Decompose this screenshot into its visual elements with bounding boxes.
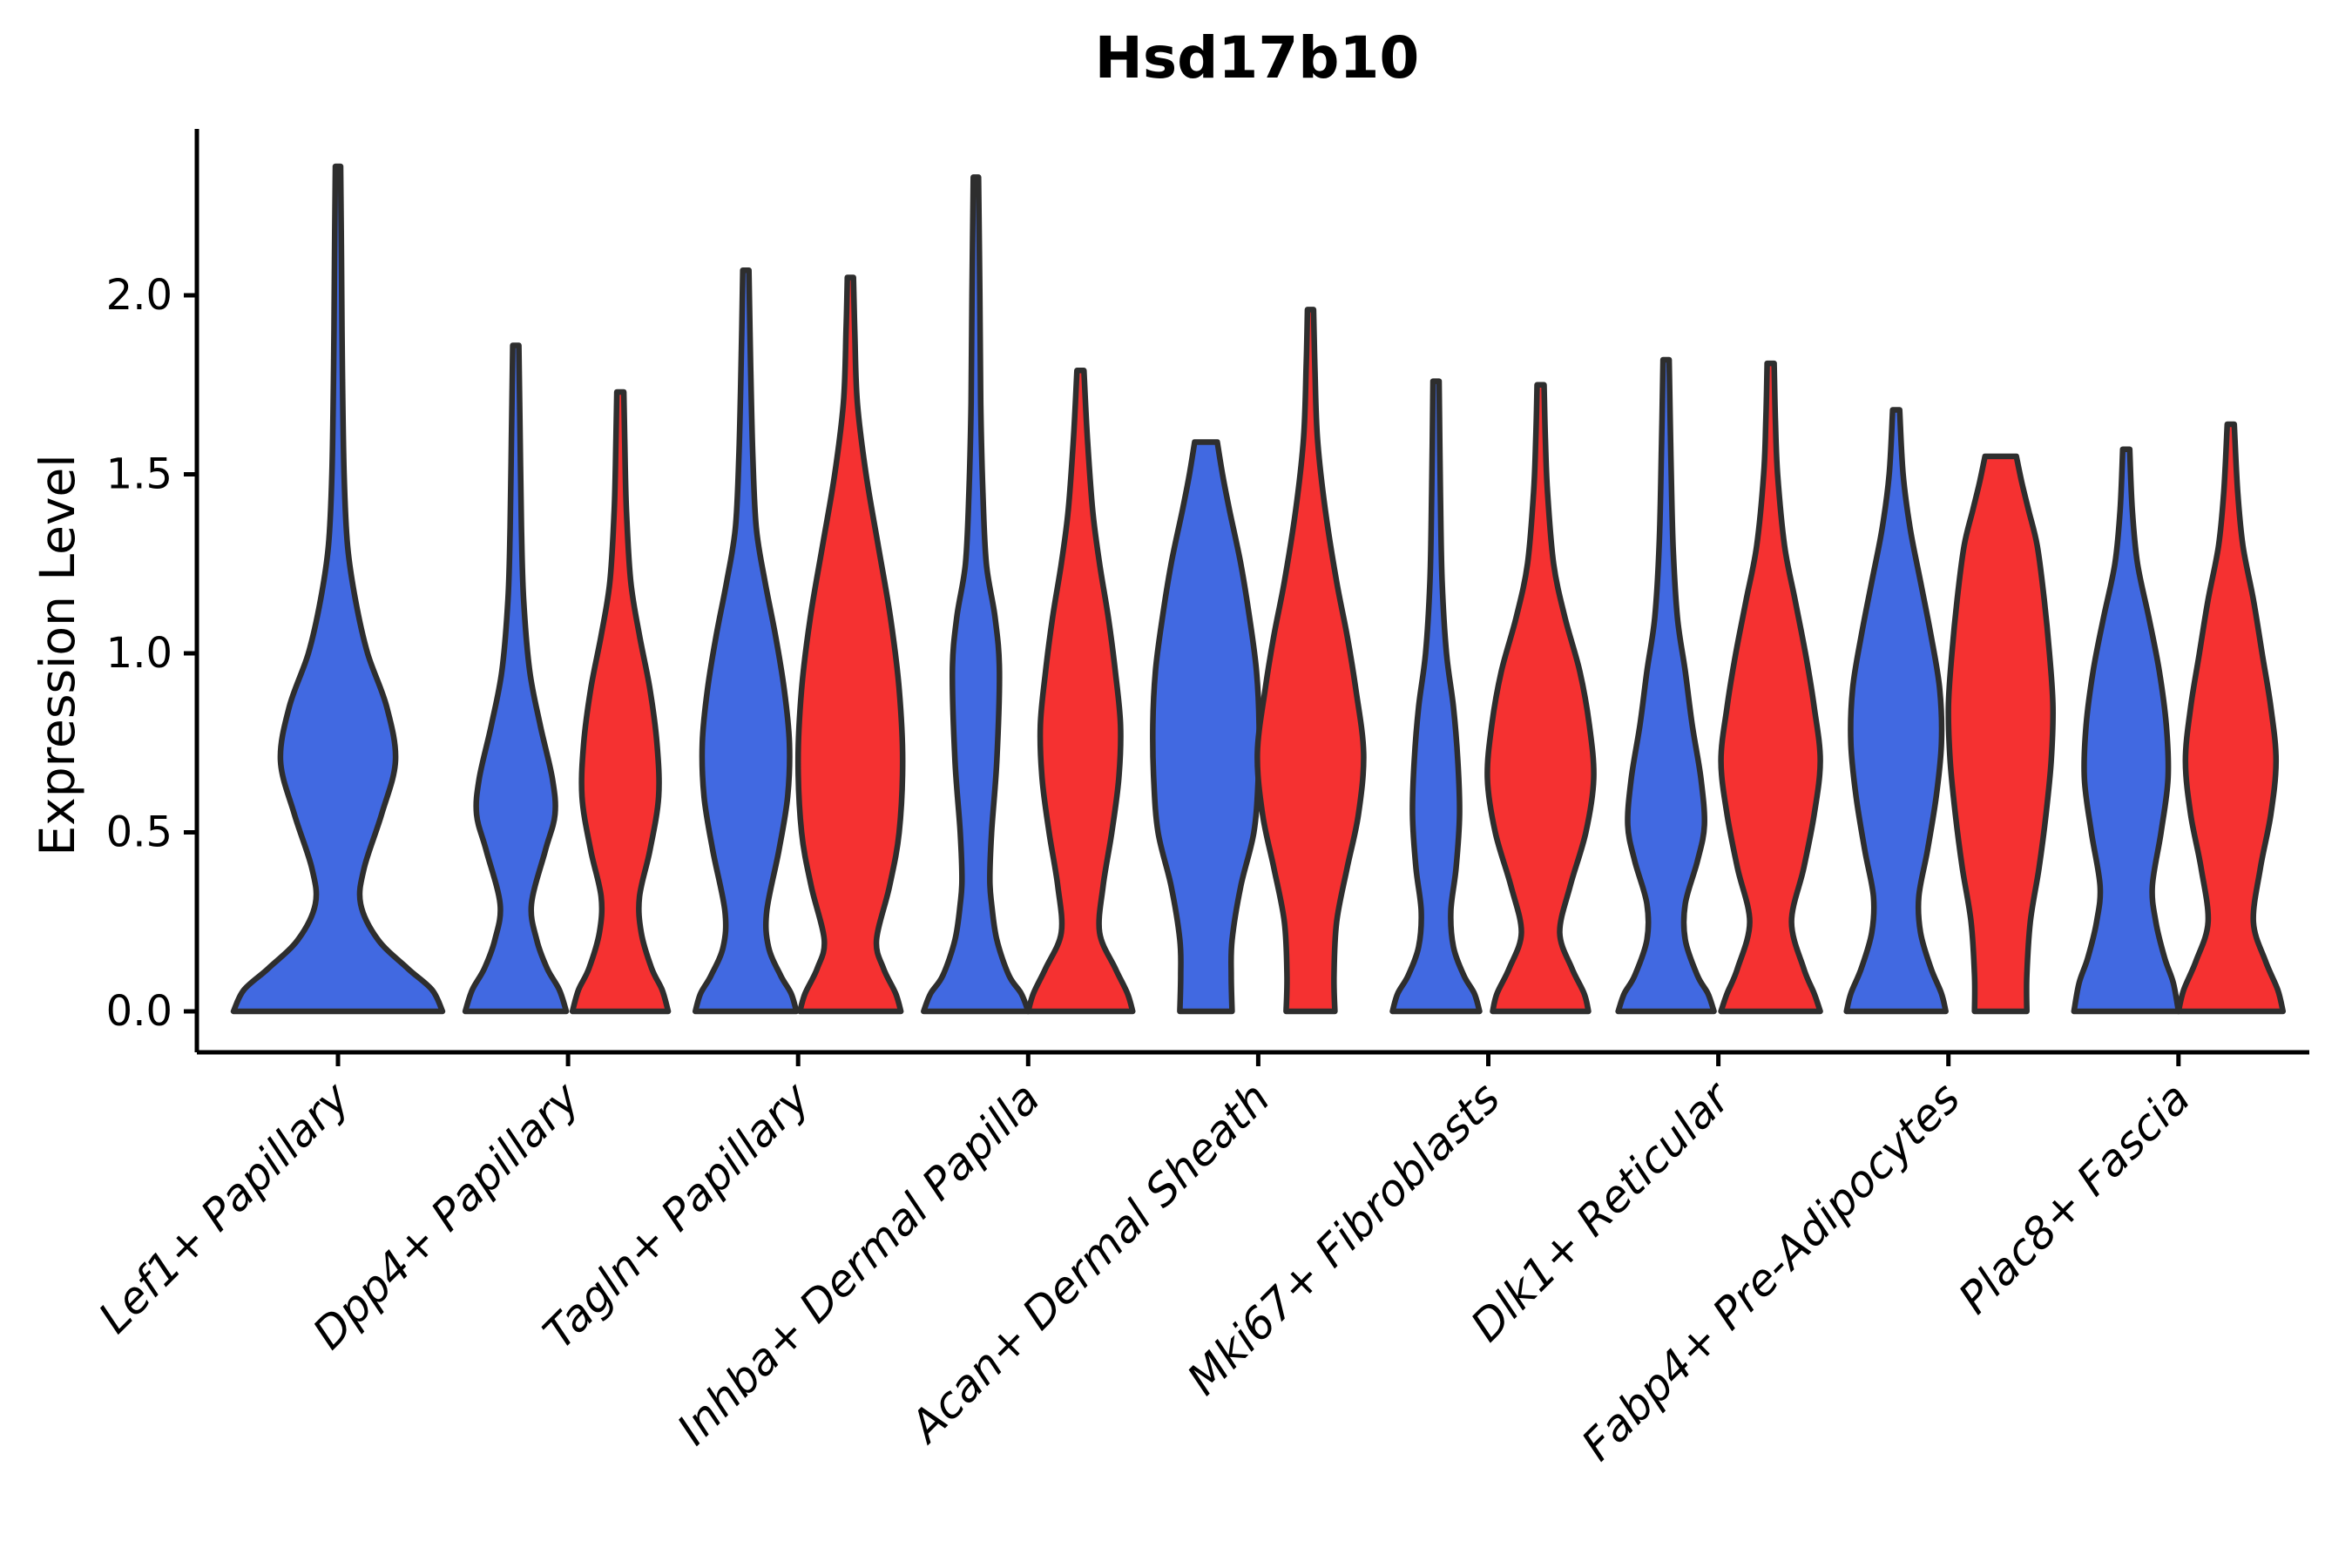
y-tick-label: 1.0 — [106, 629, 172, 678]
violin-plac8-fascia-red — [2175, 421, 2287, 1015]
y-tick-label: 1.5 — [106, 450, 172, 499]
violin-inhba-dermal-papilla-blue — [921, 174, 1031, 1015]
y-axis-label: Expression Level — [30, 454, 85, 856]
x-tick-label-inhba-dermal-papilla: Inhba+ Dermal Papilla — [667, 1072, 1049, 1454]
violin-dpp4-papillary-blue — [462, 342, 570, 1015]
violin-acan-dermal-sheath-blue — [1150, 439, 1262, 1015]
violin-mki67-fibroblasts-red — [1484, 382, 1597, 1015]
x-tick-label-lef1-papillary: Lef1+ Papillary — [89, 1071, 360, 1342]
violin-mki67-fibroblasts-blue — [1389, 378, 1483, 1015]
x-tick-label-plac8-fascia: Plac8+ Fascia — [1949, 1072, 2200, 1323]
violin-lef1-papillary-blue — [230, 163, 446, 1015]
violin-fabp4-pre-adipocytes-blue — [1843, 407, 1949, 1015]
violin-dlk1-reticular-blue — [1615, 356, 1717, 1015]
y-tick-label: 0.0 — [106, 987, 172, 1036]
violin-tagln-papillary-red — [794, 274, 906, 1015]
violin-fabp4-pre-adipocytes-red — [1945, 453, 2057, 1015]
violin-plac8-fascia-blue — [2071, 446, 2182, 1015]
violin-dlk1-reticular-red — [1718, 360, 1823, 1015]
y-tick-label: 2.0 — [106, 271, 172, 320]
x-tick-label-fabp4-pre-adipocytes: Fabp4+ Pre-Adipocytes — [1572, 1072, 1970, 1470]
violin-tagln-papillary-blue — [692, 267, 800, 1015]
y-tick-label: 0.5 — [106, 808, 172, 857]
plot-title: Hsd17b10 — [1094, 24, 1420, 91]
violin-inhba-dermal-papilla-red — [1025, 368, 1136, 1015]
violin-dpp4-papillary-red — [569, 389, 672, 1015]
violin-acan-dermal-sheath-red — [1254, 307, 1367, 1015]
